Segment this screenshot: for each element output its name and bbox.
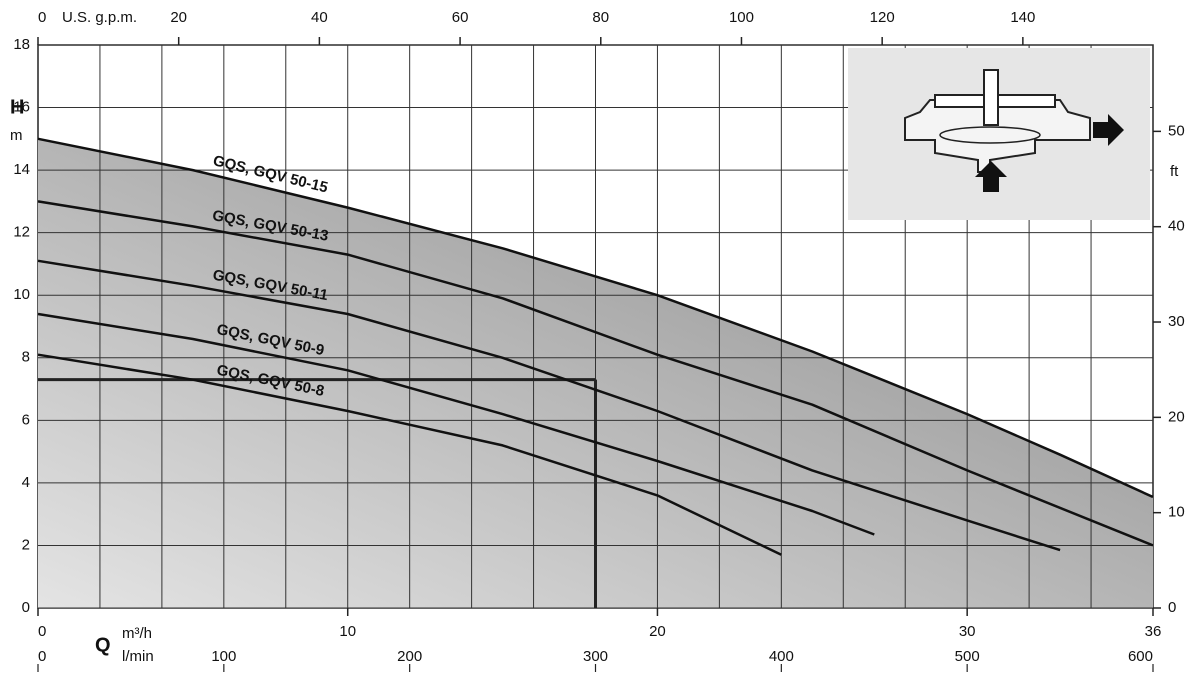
y-tick-label: 4 xyxy=(22,474,30,491)
x-axis-title: Q xyxy=(95,634,111,656)
flow-swirl xyxy=(939,126,1041,144)
x-tick-label: 20 xyxy=(649,623,666,640)
x2-tick-label: 100 xyxy=(211,648,236,665)
y-tick-label: 10 xyxy=(13,286,30,303)
pump-inset xyxy=(848,48,1150,220)
y-tick-label: 8 xyxy=(22,349,30,366)
x-tick-label: 0 xyxy=(38,623,46,640)
curve xyxy=(37,312,875,536)
inlet-arrow xyxy=(975,161,1007,192)
x3-tick-label: 80 xyxy=(592,9,609,26)
x3-tick-label: 40 xyxy=(311,9,328,26)
y-tick-label: 16 xyxy=(13,99,30,116)
y2-tick-label: 0 xyxy=(1168,599,1176,616)
y-axis-title: H xyxy=(10,96,24,118)
x2-tick-label: 200 xyxy=(397,648,422,665)
x3-tick-label: 0 xyxy=(38,9,46,26)
y2-tick-label: 50 xyxy=(1168,122,1185,139)
curve xyxy=(37,137,1154,499)
shaft xyxy=(983,69,999,126)
x3-axis-unit: U.S. g.p.m. xyxy=(62,9,137,26)
x2-tick-label: 300 xyxy=(583,648,608,665)
x3-tick-label: 100 xyxy=(729,9,754,26)
outlet-arrow xyxy=(1093,114,1124,146)
x2-tick-label: 0 xyxy=(38,648,46,665)
curve xyxy=(37,200,1154,547)
x-tick-label: 36 xyxy=(1145,623,1162,640)
y2-tick-label: 40 xyxy=(1168,218,1185,235)
x3-tick-label: 20 xyxy=(170,9,187,26)
x3-tick-label: 140 xyxy=(1010,9,1035,26)
y2-tick-label: 30 xyxy=(1168,313,1185,330)
y-tick-label: 0 xyxy=(22,599,30,616)
x-axis-unit: m³/h xyxy=(122,625,152,642)
y-tick-label: 14 xyxy=(13,161,30,178)
curve xyxy=(37,259,1061,552)
y-tick-label: 18 xyxy=(13,36,30,53)
curve xyxy=(37,353,782,556)
x2-tick-label: 500 xyxy=(955,648,980,665)
x-tick-label: 10 xyxy=(339,623,356,640)
x3-tick-label: 60 xyxy=(452,9,469,26)
y2-tick-label: 20 xyxy=(1168,408,1185,425)
x2-axis-unit: l/min xyxy=(122,648,154,665)
y2-tick-label: 10 xyxy=(1168,504,1185,521)
x2-tick-label: 600 xyxy=(1128,648,1153,665)
y2-axis-unit: ft xyxy=(1170,163,1179,180)
x2-tick-label: 400 xyxy=(769,648,794,665)
x3-tick-label: 120 xyxy=(870,9,895,26)
lines-layer xyxy=(37,137,1154,608)
x-tick-label: 30 xyxy=(959,623,976,640)
y-axis-unit: m xyxy=(10,127,23,144)
y-tick-label: 12 xyxy=(13,224,30,241)
y-tick-label: 6 xyxy=(22,411,30,428)
y-tick-label: 2 xyxy=(22,536,30,553)
